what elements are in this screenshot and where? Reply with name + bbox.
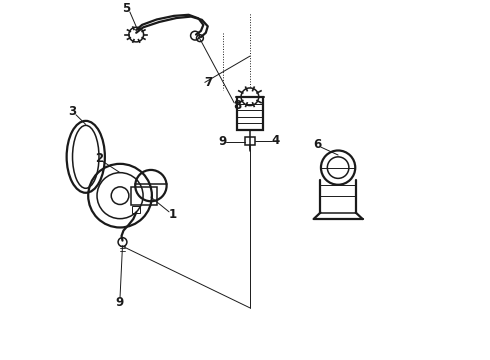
- Text: 9: 9: [219, 135, 226, 148]
- Text: 5: 5: [122, 2, 130, 15]
- Bar: [131, 187, 157, 205]
- Bar: [245, 137, 255, 145]
- Text: 9: 9: [115, 296, 123, 309]
- Text: 3: 3: [69, 105, 76, 118]
- Text: 7: 7: [204, 76, 212, 89]
- Text: 6: 6: [314, 138, 321, 151]
- Text: 4: 4: [272, 134, 280, 147]
- Text: 2: 2: [96, 152, 103, 165]
- Bar: [132, 206, 140, 212]
- Text: 8: 8: [234, 99, 242, 112]
- Bar: [237, 98, 263, 130]
- Text: 1: 1: [169, 208, 176, 221]
